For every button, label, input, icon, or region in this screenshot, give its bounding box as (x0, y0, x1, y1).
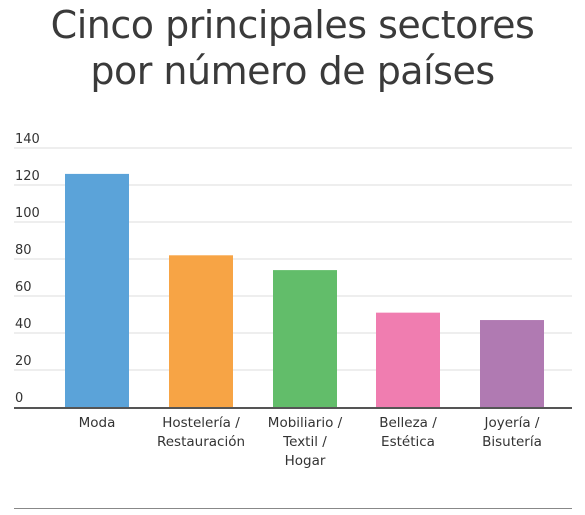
bar (65, 173, 129, 407)
x-tick-label: Hostelería / (162, 415, 240, 431)
y-tick-label: 60 (15, 280, 32, 295)
x-tick-label: Mobiliario / (268, 415, 343, 431)
x-tick-label: Moda (79, 415, 116, 431)
x-tick-label: Restauración (157, 434, 245, 450)
y-tick-label: 100 (15, 206, 40, 221)
footer-divider (14, 508, 572, 509)
chart-title-line-2: por número de países (90, 49, 495, 93)
chart-title-line-1: Cinco principales sectores (50, 3, 535, 47)
x-tick-label: Hogar (285, 453, 326, 469)
x-tick-label: Joyería / (484, 415, 540, 431)
bar (169, 255, 233, 407)
y-tick-label: 140 (15, 132, 40, 147)
y-tick-label: 120 (15, 169, 40, 184)
x-tick-label: Belleza / (379, 415, 437, 431)
y-tick-label: 0 (15, 391, 23, 406)
chart-title: Cinco principales sectores por número de… (0, 2, 585, 94)
bar (273, 270, 337, 407)
y-tick-label: 40 (15, 317, 32, 332)
bar (376, 312, 440, 407)
x-tick-label: Estética (381, 434, 435, 450)
x-tick-label: Bisutería (482, 434, 542, 450)
y-tick-label: 20 (15, 354, 32, 369)
x-tick-label: Textil / (282, 434, 327, 450)
bar (480, 320, 544, 407)
y-tick-label: 80 (15, 243, 32, 258)
